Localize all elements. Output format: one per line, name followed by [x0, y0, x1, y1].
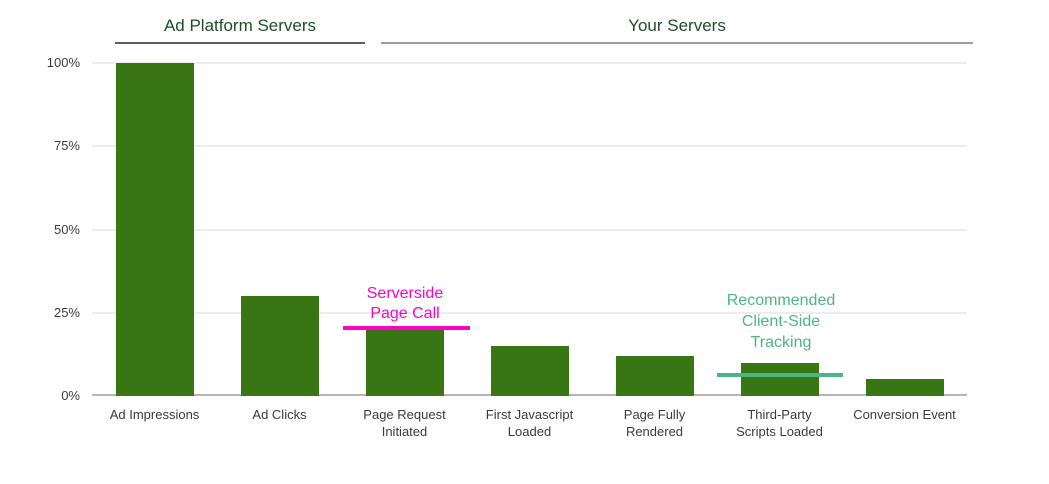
annotation-marker-line-serverside	[343, 326, 470, 331]
x-axis-label: Third-Party Scripts Loaded	[736, 407, 823, 439]
annotation-line-2: Client-Side	[741, 313, 821, 330]
gridline	[92, 228, 967, 231]
x-axis-label: Conversion Event	[853, 407, 956, 422]
group-header-label: Your Servers	[628, 16, 726, 35]
y-axis-tick-label: 100%	[46, 55, 80, 70]
annotation-line-1: Serverside	[366, 285, 444, 302]
y-axis-tick-label: 75%	[53, 138, 80, 154]
bar-page-fully-rendered	[615, 356, 694, 396]
group-header-label: Ad Platform Servers	[163, 16, 317, 35]
gridline	[92, 311, 967, 314]
group-header-underline	[115, 42, 365, 44]
annotation-line-3: Tracking	[750, 334, 812, 351]
x-axis-label: Ad Impressions	[109, 407, 200, 422]
annotation-marker-line-client-side	[717, 373, 843, 378]
annotation-recommended-client-side-tracking: Recommended Client-Side Tracking	[696, 290, 866, 353]
bar-ad-impressions	[115, 63, 194, 396]
group-header-underline	[381, 42, 973, 44]
y-axis-tick-label: 25%	[53, 304, 80, 320]
annotation-line-2: Page Call	[370, 305, 440, 322]
gridline	[92, 145, 967, 148]
gridline	[92, 62, 967, 64]
x-axis-label: Page Request Initiated	[363, 407, 446, 439]
x-axis-label: Ad Clicks	[252, 407, 307, 422]
bar-page-request-initiated	[365, 329, 444, 396]
bar-conversion-event	[865, 379, 944, 396]
x-axis-label: Page Fully Rendered	[623, 407, 686, 439]
y-axis-tick-label: 0%	[61, 388, 80, 403]
bar-ad-clicks	[240, 296, 319, 396]
annotation-line-1: Recommended	[726, 292, 836, 309]
group-header-your-servers: Your Servers	[381, 15, 973, 44]
bar-third-party-scripts-loaded	[740, 362, 819, 396]
y-axis-tick-label: 50%	[53, 221, 80, 237]
bar-first-javascript-loaded	[490, 346, 569, 396]
group-header-ad-platform-servers: Ad Platform Servers	[115, 15, 365, 44]
annotation-serverside-page-call: Serverside Page Call	[325, 284, 485, 324]
x-axis-label: First Javascript Loaded	[485, 407, 574, 439]
